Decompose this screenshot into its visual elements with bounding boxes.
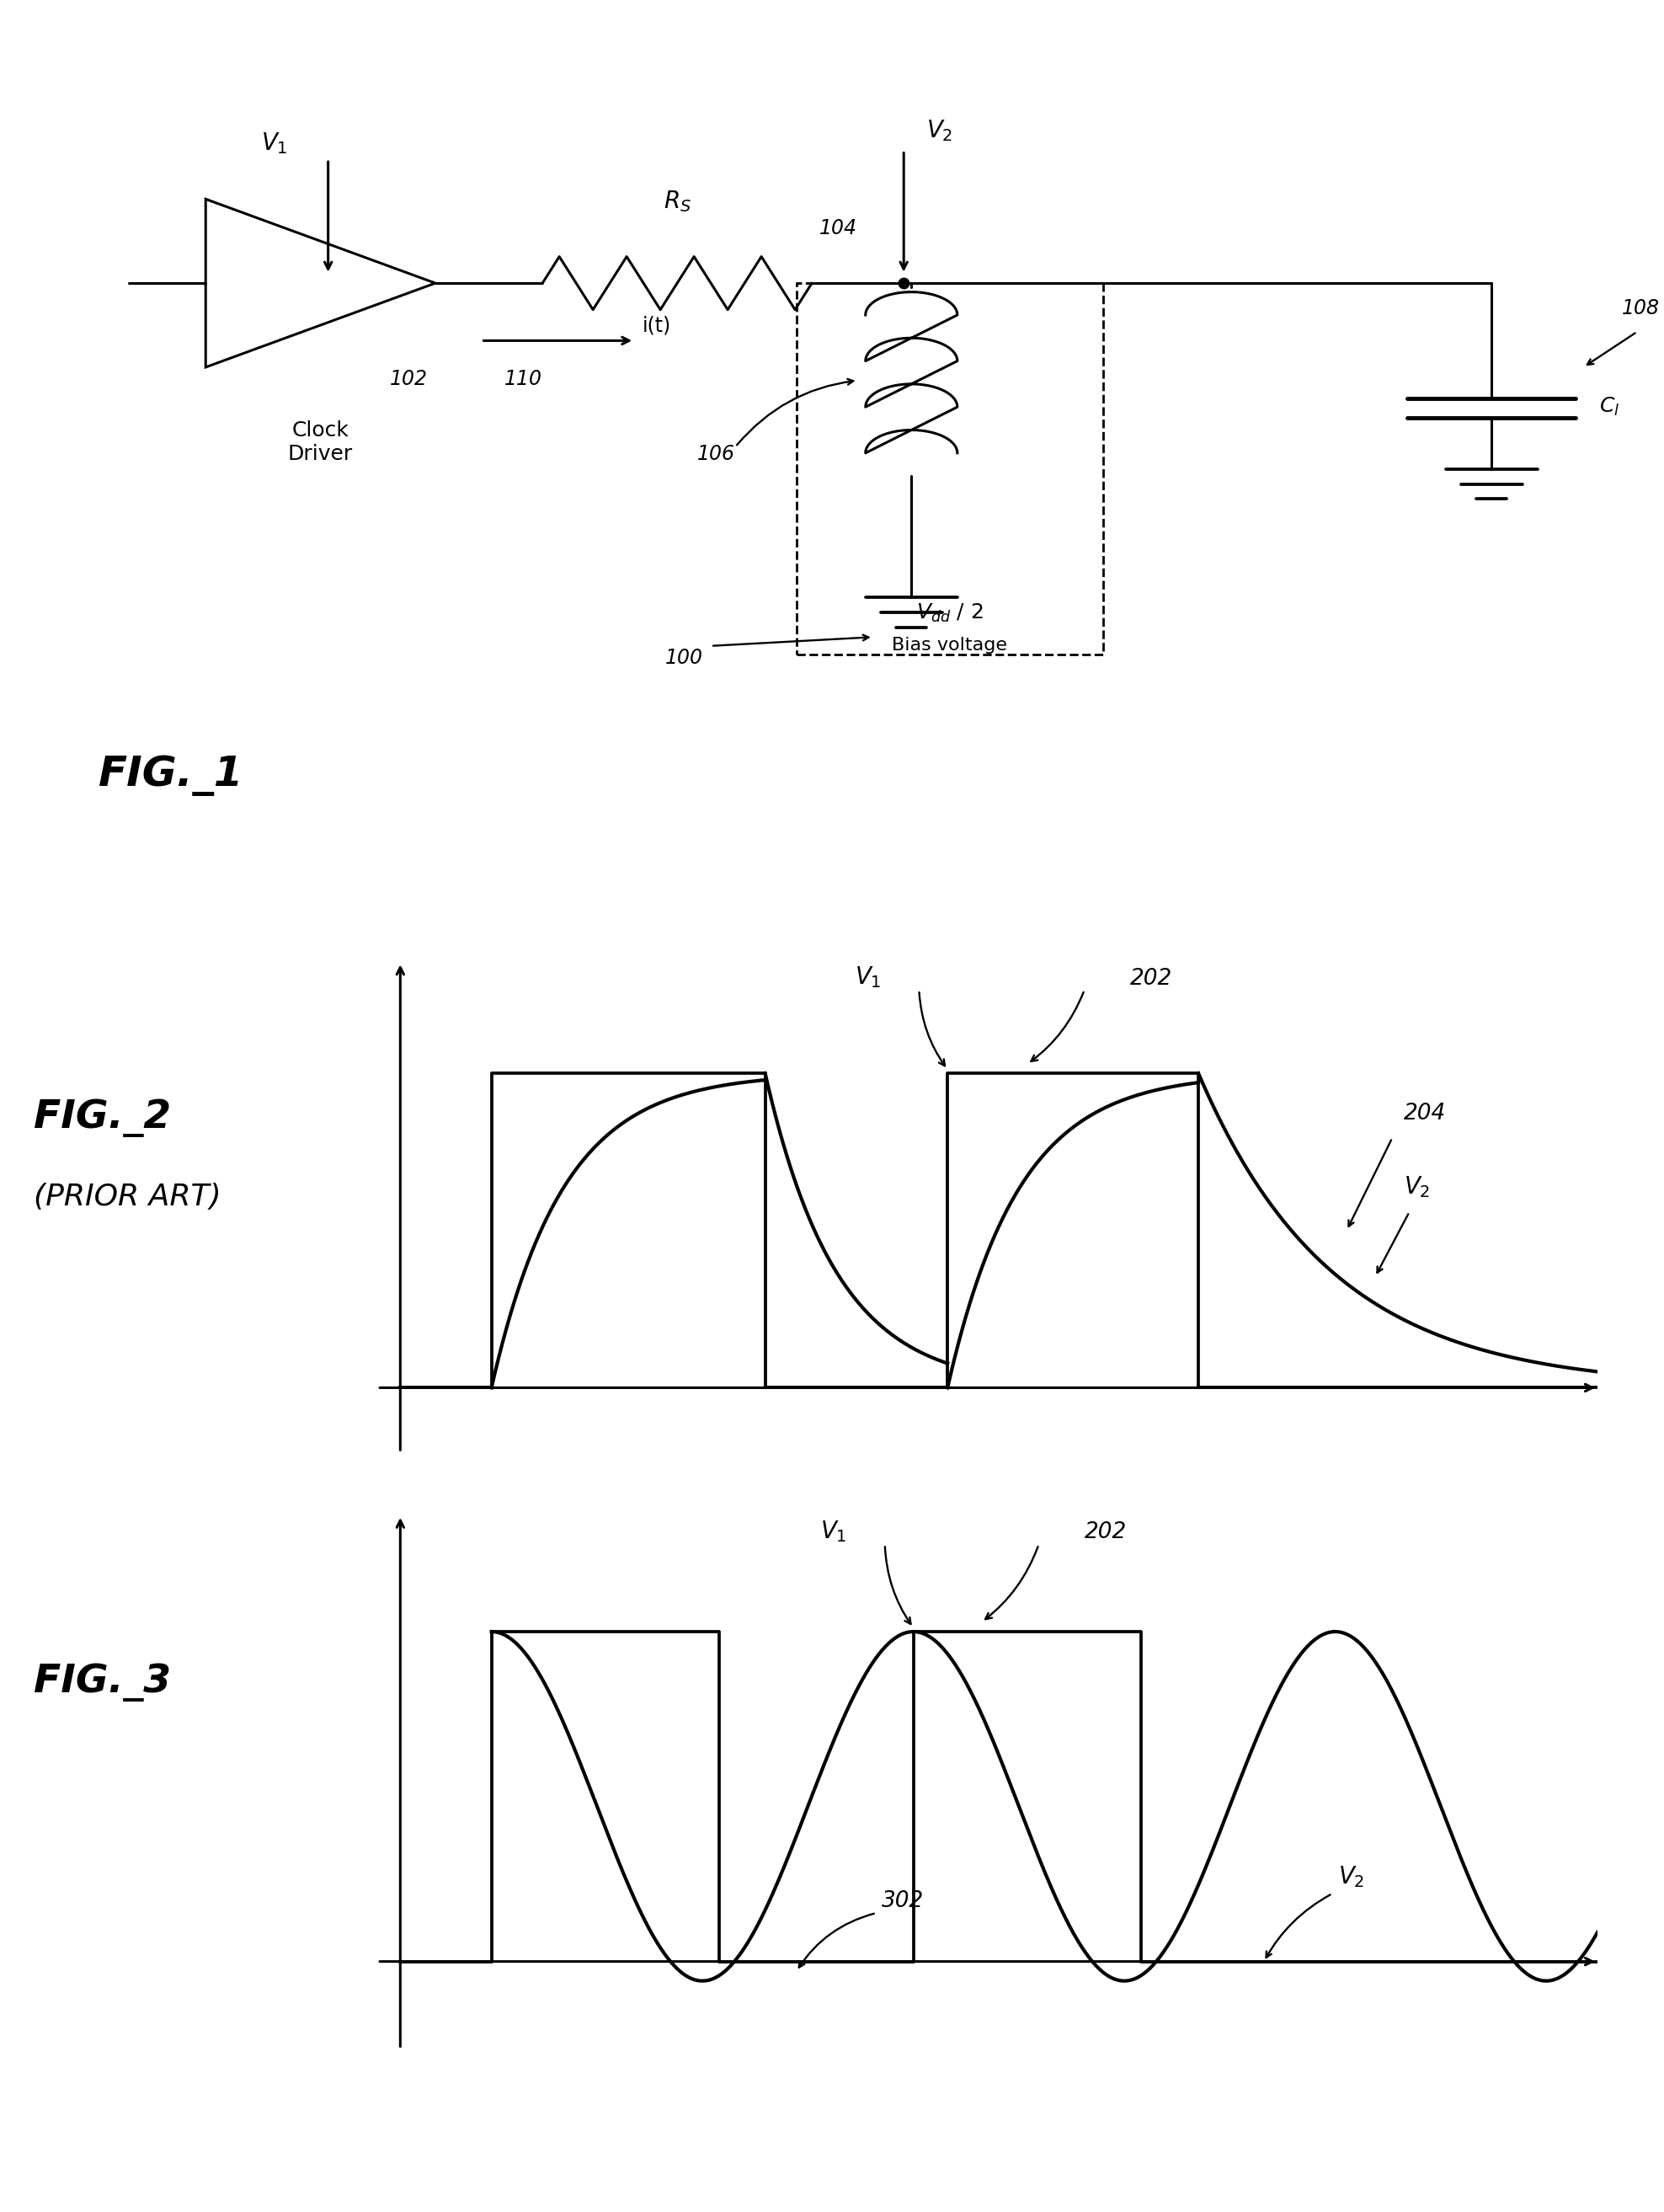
Text: $V_1$: $V_1$ [820, 1520, 847, 1544]
Text: FIG._2: FIG._2 [33, 1099, 171, 1137]
Text: $V_2$: $V_2$ [1404, 1175, 1429, 1199]
Text: $V_{dd}$ / 2: $V_{dd}$ / 2 [917, 602, 983, 624]
Text: FIG._3: FIG._3 [33, 1663, 171, 1701]
Text: Clock
Driver: Clock Driver [288, 420, 353, 465]
Text: $R_S$: $R_S$ [664, 188, 691, 215]
Text: 302: 302 [882, 1891, 924, 1911]
Text: 102: 102 [389, 369, 428, 389]
Text: i(t): i(t) [642, 316, 671, 336]
Text: $C_l$: $C_l$ [1599, 396, 1619, 418]
Text: 110: 110 [504, 369, 542, 389]
Text: 100: 100 [666, 648, 702, 668]
Text: $V_2$: $V_2$ [927, 117, 953, 144]
Text: $V_2$: $V_2$ [1338, 1865, 1364, 1889]
Text: 204: 204 [1404, 1102, 1446, 1124]
Text: $V_1$: $V_1$ [261, 131, 288, 157]
Text: 104: 104 [820, 219, 857, 239]
Text: 108: 108 [1622, 299, 1659, 319]
Bar [797, 283, 1103, 655]
Text: 202: 202 [1085, 1522, 1127, 1544]
Text: $V_1$: $V_1$ [854, 964, 880, 991]
Text: 202: 202 [1130, 967, 1173, 989]
Text: Bias voltage: Bias voltage [892, 637, 1007, 655]
Text: FIG._1: FIG._1 [98, 757, 243, 796]
Text: (PRIOR ART): (PRIOR ART) [33, 1183, 221, 1212]
Text: 106: 106 [697, 445, 735, 465]
